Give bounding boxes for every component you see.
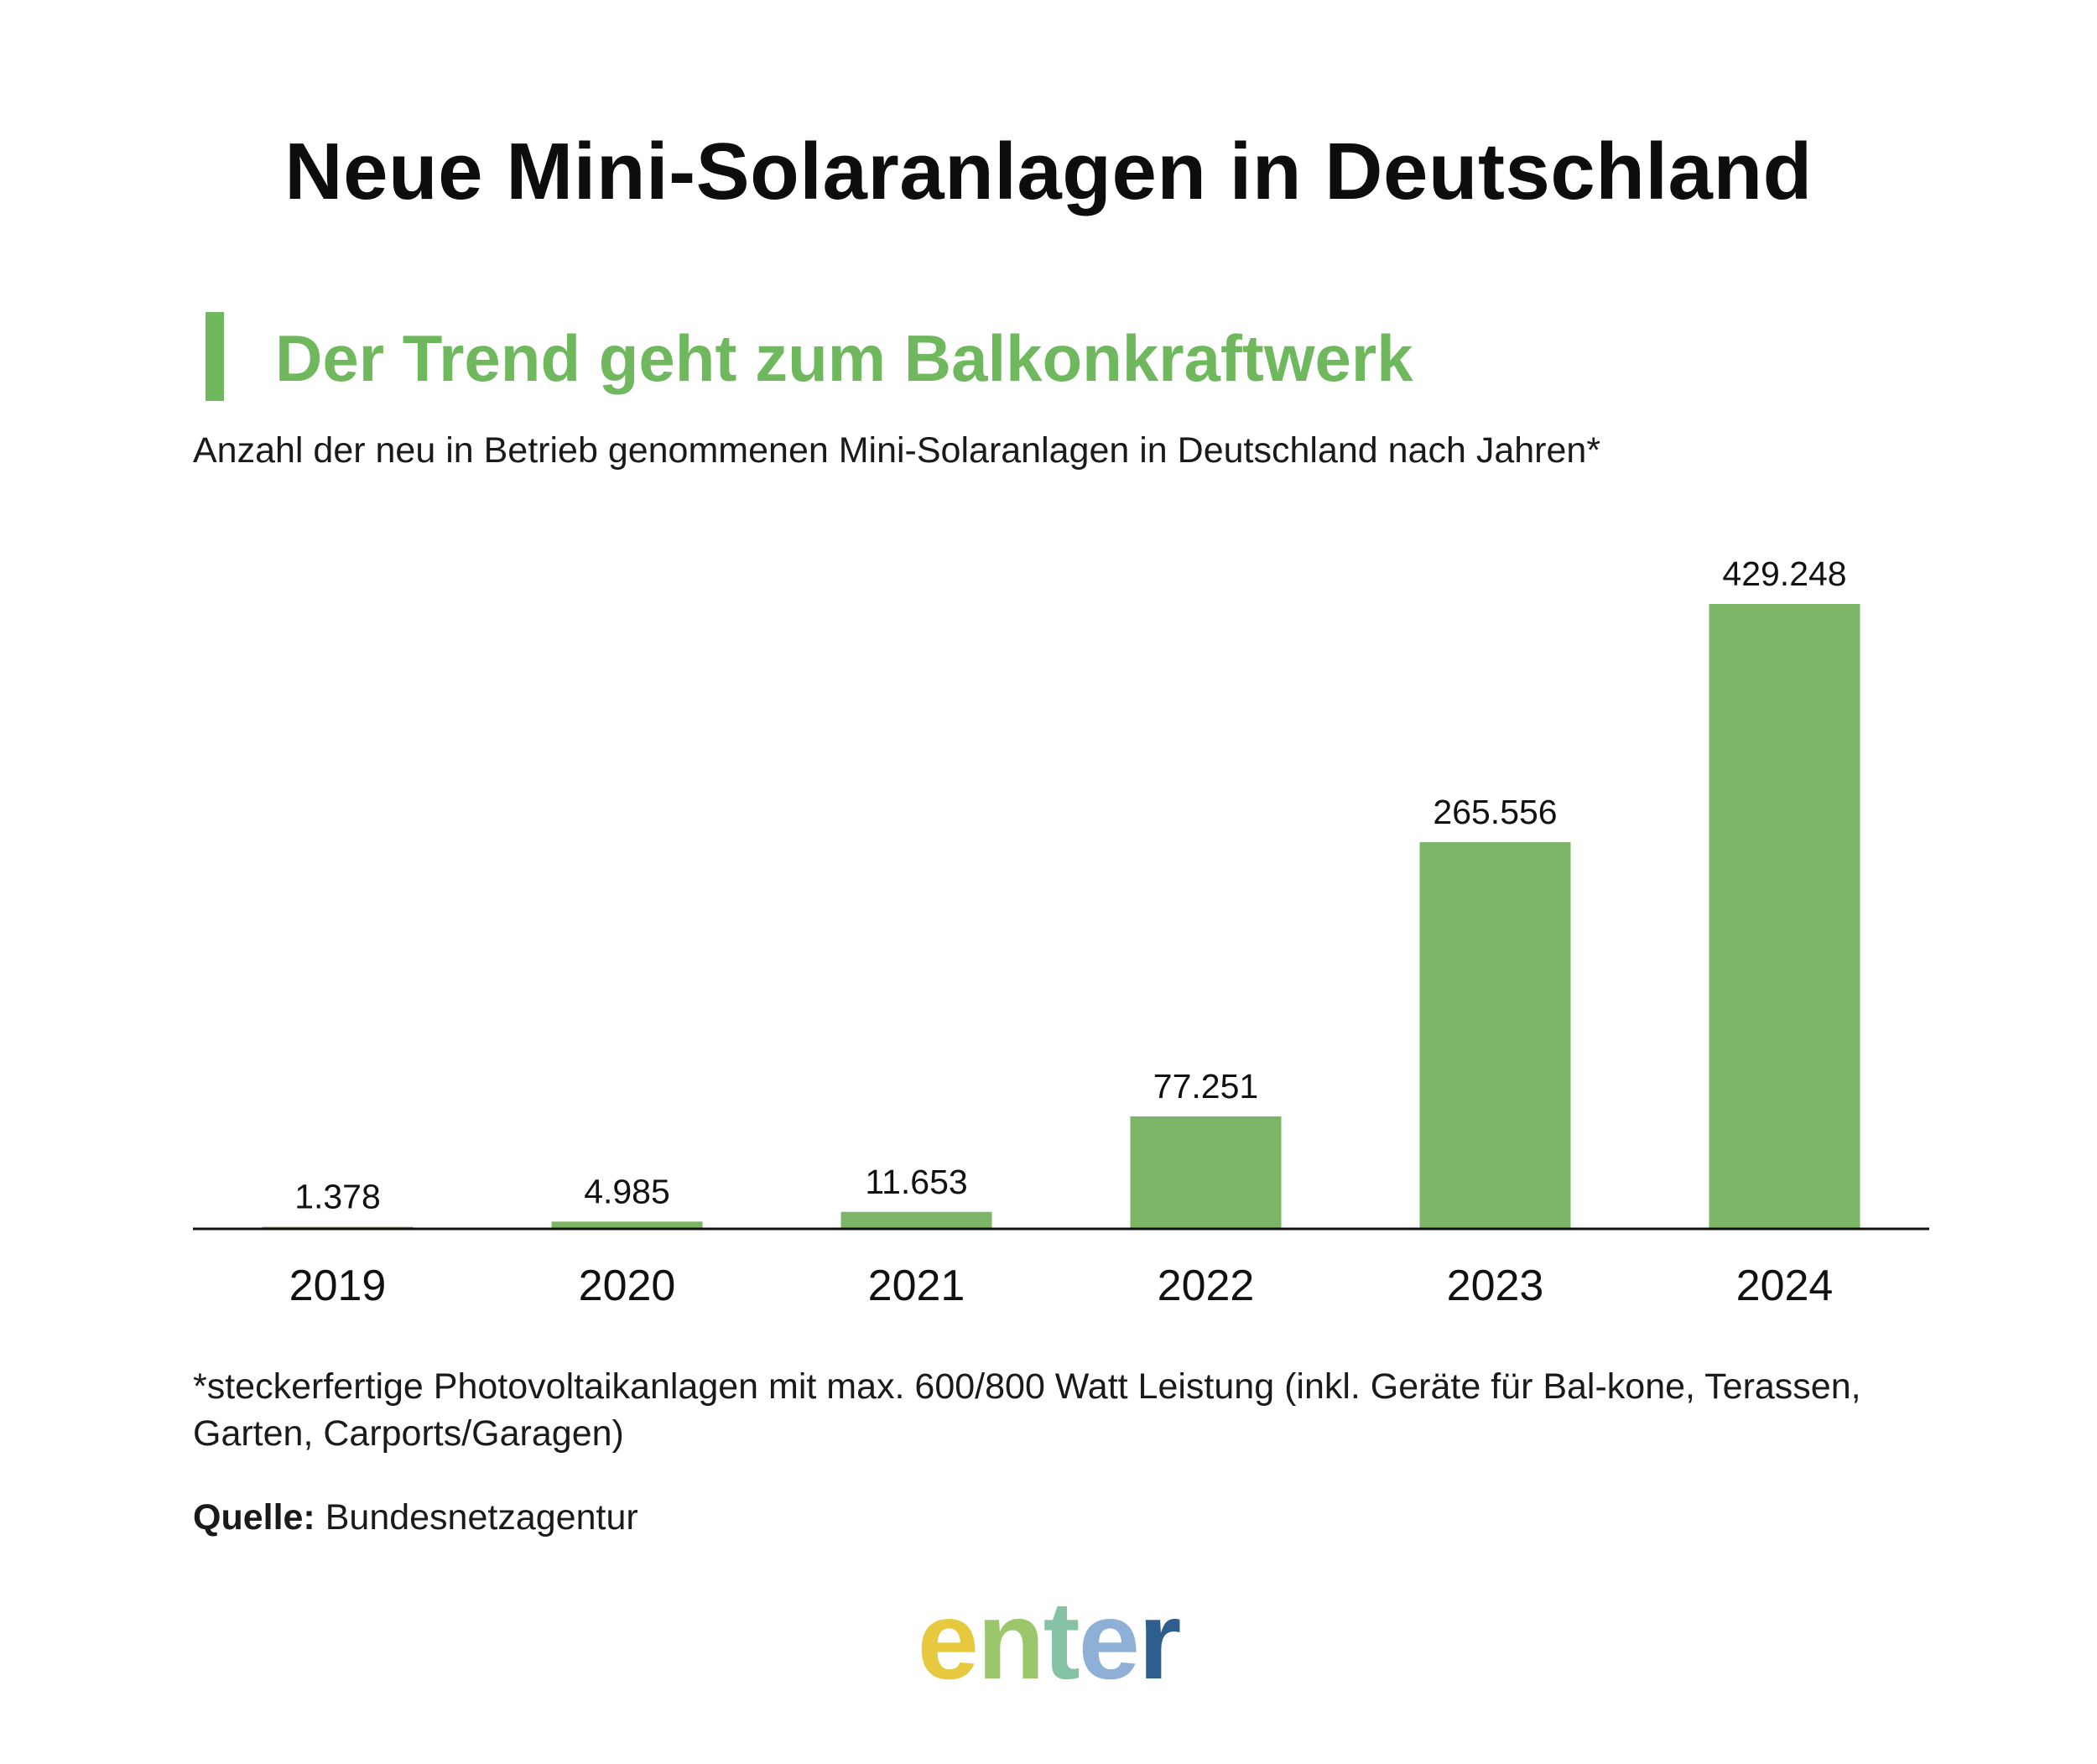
chart-value-labels: 1.378 4.985 11.653 77.251 265.556 429.248: [294, 554, 1846, 1216]
logo-letter: t: [1043, 1579, 1080, 1702]
value-label-2023: 265.556: [1433, 793, 1557, 831]
page-title: Neue Mini-Solaranlagen in Deutschland: [284, 127, 1813, 216]
x-tick-label-2023: 2023: [1447, 1262, 1544, 1310]
logo-letter: e: [917, 1579, 979, 1702]
bar-2020: [551, 1221, 703, 1229]
bar-2022: [1130, 1116, 1282, 1229]
chart-bars: [262, 604, 1860, 1229]
value-label-2019: 1.378: [294, 1178, 381, 1216]
source-label: Quelle:: [193, 1497, 315, 1538]
subtitle-accent-bar: [206, 312, 224, 401]
x-tick-label-2021: 2021: [868, 1262, 965, 1310]
bar-chart: 1.378 4.985 11.653 77.251 265.556 429.248 201…: [193, 554, 1929, 1310]
x-tick-label-2019: 2019: [289, 1262, 387, 1310]
bar-2021: [840, 1211, 992, 1229]
source-line: Quelle: Bundesnetzagentur: [193, 1497, 638, 1538]
source-value: Bundesnetzagentur: [325, 1497, 638, 1538]
x-tick-label-2024: 2024: [1736, 1262, 1834, 1310]
bar-2023: [1419, 842, 1571, 1229]
x-tick-label-2020: 2020: [579, 1262, 676, 1310]
x-tick-label-2022: 2022: [1158, 1262, 1255, 1310]
logo-letter: r: [1138, 1579, 1181, 1702]
enter-logo: enter: [0, 1577, 2097, 1704]
x-axis-tick-labels: 2019 2020 2021 2022 2023 2024: [289, 1262, 1834, 1310]
value-label-2020: 4.985: [584, 1172, 670, 1210]
chart-subtitle: Der Trend geht zum Balkonkraftwerk: [275, 321, 1413, 395]
value-label-2021: 11.653: [865, 1163, 967, 1201]
value-label-2024: 429.248: [1722, 554, 1846, 593]
chart-footnote: *steckerfertige Photovoltaikanlagen mit …: [193, 1366, 1861, 1454]
bar-2024: [1709, 604, 1860, 1229]
logo-letter: n: [977, 1579, 1045, 1702]
value-label-2022: 77.251: [1153, 1067, 1258, 1106]
logo-letter: e: [1078, 1579, 1140, 1702]
chart-caption: Anzahl der neu in Betrieb genommenen Min…: [193, 430, 1601, 471]
